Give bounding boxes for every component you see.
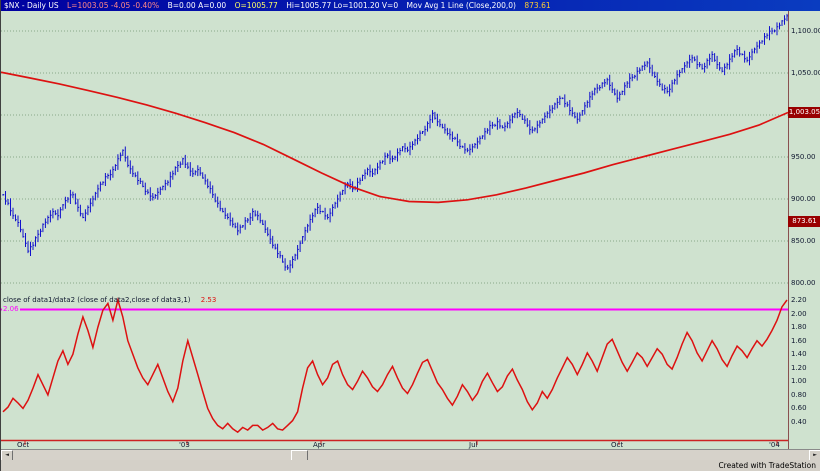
- sub-y-axis-label: 2.20: [791, 296, 807, 304]
- open-price-label: O=1005.77: [234, 1, 278, 10]
- indicator-formula-label: close of data1/data2 (close of data2,clo…: [3, 296, 191, 304]
- main-y-axis-label: 950.00: [791, 153, 816, 161]
- last-price-change: L=1003.05 -4.05 -0.40%: [67, 1, 160, 10]
- price-chart-svg: [1, 11, 789, 449]
- main-y-axis-label: 850.00: [791, 237, 816, 245]
- sub-y-axis-label: 1.20: [791, 363, 807, 372]
- main-y-axis-label: 1,050.00: [791, 69, 820, 77]
- bid-ask-label: B=0.00 A=0.00: [167, 1, 227, 10]
- hi-lo-vol-label: Hi=1005.77 Lo=1001.20 V=0: [286, 1, 399, 10]
- sub-y-axis-label: 1.80: [791, 323, 807, 332]
- indicator-current-value: 2.53: [200, 296, 217, 304]
- sub-y-axis-label: 1.60: [791, 336, 807, 345]
- indicator-name: Mov Avg 1 Line (Close,200,0): [406, 1, 516, 10]
- x-axis-label: Apr: [313, 441, 326, 449]
- sub-y-axis-label: 1.40: [791, 350, 807, 359]
- x-axis-label: '04: [769, 441, 780, 449]
- chart-canvas[interactable]: close of data1/data2 (close of data2,clo…: [1, 11, 820, 449]
- sub-y-axis-label: 2.00: [791, 309, 807, 318]
- horizontal-scrollbar[interactable]: ◄ ►: [1, 449, 820, 461]
- sub-y-axis-label: 0.80: [791, 390, 807, 399]
- x-axis-label: Oct: [17, 441, 30, 449]
- symbol-label: $NX - Daily US: [4, 1, 59, 10]
- created-with-label: Created with TradeStation: [718, 461, 816, 470]
- price-badge: 873.61: [788, 215, 820, 227]
- x-axis-label: '03: [179, 441, 190, 449]
- x-axis-label: Oct: [611, 441, 624, 449]
- sub-y-axis-label: 0.60: [791, 404, 807, 413]
- trendline-value-label: 2.06: [2, 305, 20, 314]
- x-axis-label: Jul: [469, 441, 478, 449]
- indicator-ma-value: 873.61: [524, 1, 551, 10]
- chart-title-bar: $NX - Daily US L=1003.05 -4.05 -0.40% B=…: [1, 0, 820, 11]
- main-y-axis-label: 1,100.00: [791, 27, 820, 35]
- main-y-axis-label: 800.00: [791, 279, 816, 287]
- indicator-header: close of data1/data2 (close of data2,clo…: [3, 296, 216, 304]
- sub-y-axis-label: 0.40: [791, 418, 807, 426]
- price-badge: 1,003.05: [788, 106, 820, 118]
- status-bar: Created with TradeStation: [1, 460, 820, 471]
- main-y-axis-label: 900.00: [791, 195, 816, 203]
- sub-y-axis-label: 1.00: [791, 377, 807, 386]
